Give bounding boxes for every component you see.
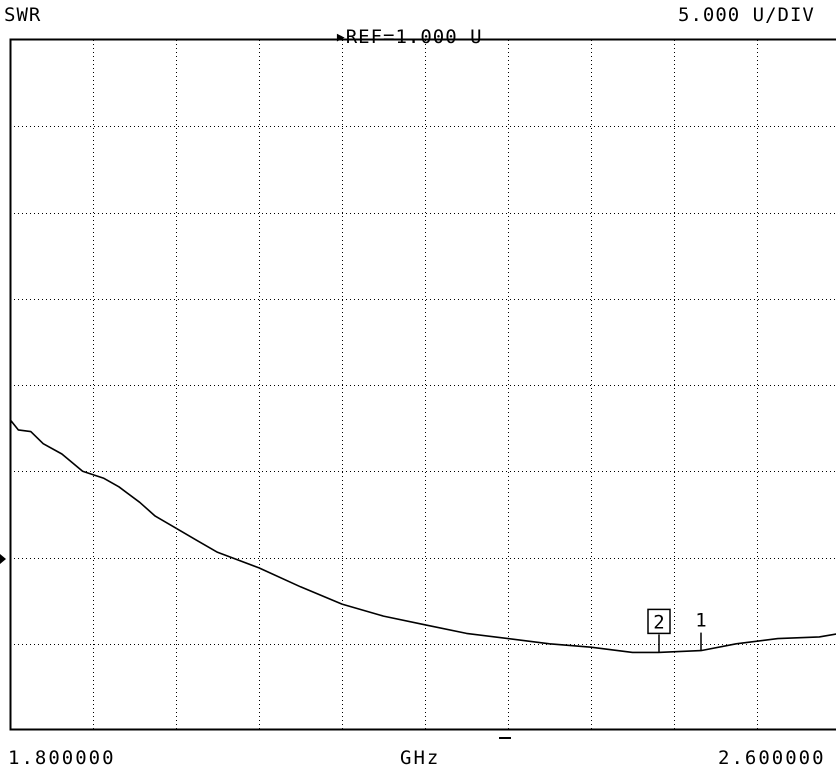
marker-label: 1 xyxy=(695,610,706,632)
marker-label: 2 xyxy=(653,611,664,633)
reference-readout: ▶REF=1.000 U xyxy=(312,4,483,48)
scale-readout: 5.000 U/DIV xyxy=(678,4,815,26)
swr-trace xyxy=(9,419,836,654)
stop-frequency: 2.600000 xyxy=(718,747,826,769)
frequency-unit: GHz xyxy=(400,747,441,769)
plot-frame xyxy=(9,38,836,731)
reference-pointer-icon: ▶ xyxy=(336,30,346,45)
graticule xyxy=(10,40,836,730)
traces xyxy=(9,419,836,654)
reference-value: REF=1.000 U xyxy=(345,26,483,48)
measurement-label: SWR xyxy=(4,4,42,26)
reference-level-pointer xyxy=(0,554,6,564)
start-frequency: 1.800000 xyxy=(8,747,116,769)
active-marker-box xyxy=(647,608,671,635)
